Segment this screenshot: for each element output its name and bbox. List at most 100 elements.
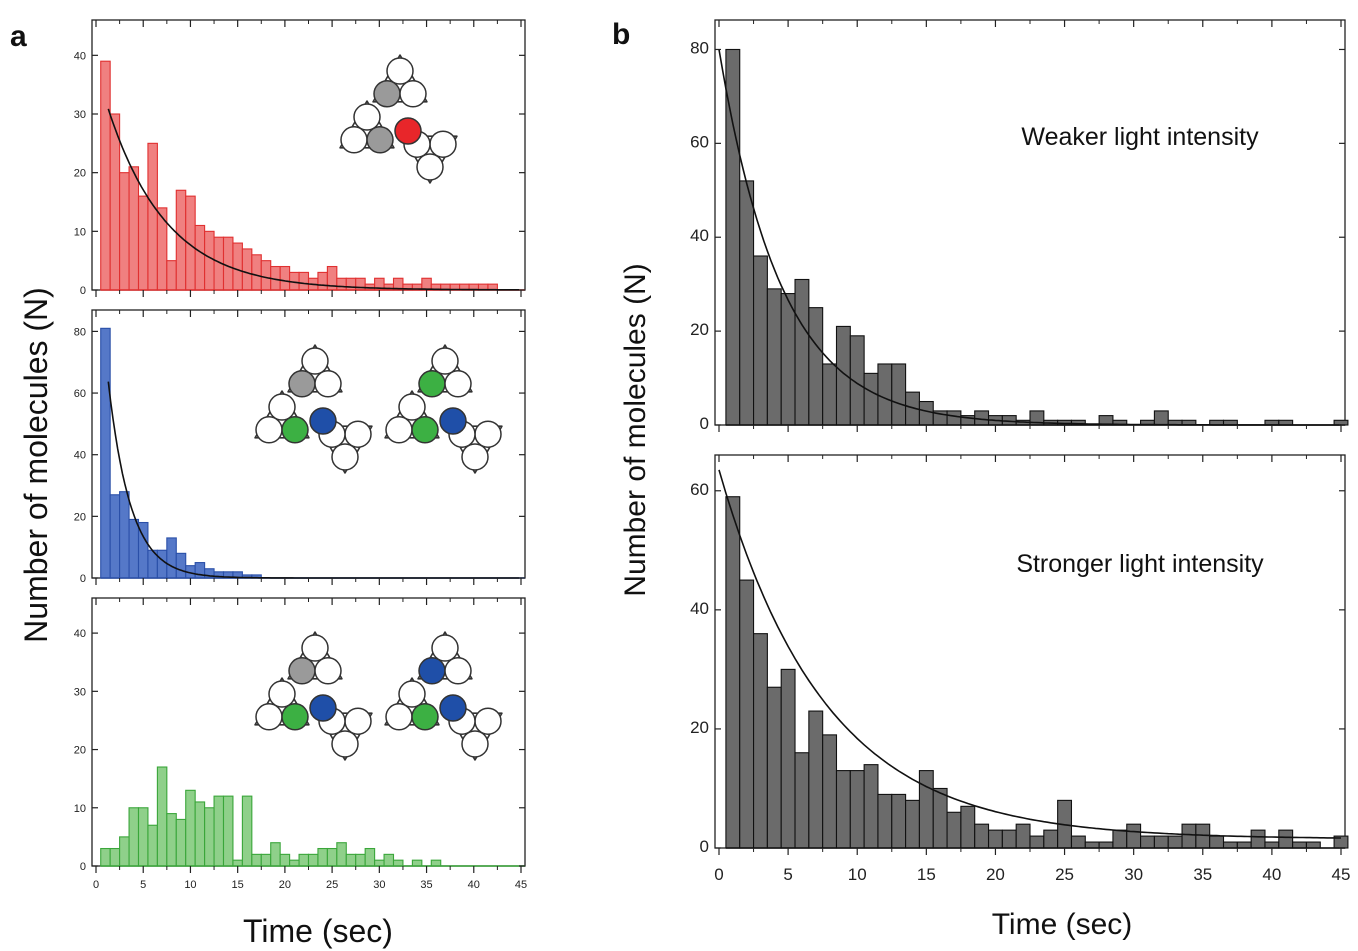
subunit-circle-icon (398, 393, 426, 421)
trimer-icon-group-red (339, 54, 458, 184)
y-tick-label: 20 (74, 168, 86, 180)
chart-a-red: 0 10 20 30 40 (74, 19, 526, 297)
histogram-bar (877, 793, 893, 849)
histogram-bar (891, 793, 907, 849)
subunit-circle-icon (281, 703, 309, 731)
histogram-bar (1015, 823, 1031, 849)
histogram-bar (1140, 835, 1155, 849)
exponential-fit-curve (107, 108, 520, 291)
histogram-bar (794, 278, 810, 426)
histogram-bar (109, 847, 121, 867)
subunit-circle-icon (418, 370, 446, 398)
histogram-bar (204, 807, 215, 867)
subunit-circle-icon (344, 707, 372, 735)
subunit-circle-icon (385, 416, 413, 444)
histogram-bar (241, 248, 253, 291)
histogram-bar (364, 847, 376, 867)
histogram-bar (1029, 835, 1045, 849)
x-tick-label: 15 (232, 879, 244, 891)
subunit-circle-icon (255, 416, 283, 444)
histogram-bar (1153, 410, 1169, 426)
histogram-bar (166, 260, 177, 291)
triangle-trimer-icon (254, 677, 310, 731)
histogram-bar (166, 537, 177, 579)
histogram-bar (128, 166, 140, 291)
histogram-bar (345, 277, 357, 291)
histogram-bar (849, 770, 865, 849)
histogram-bar (119, 172, 130, 291)
panel-annotation: Stronger light intensity (1016, 550, 1264, 578)
x-tick-label: 20 (279, 879, 291, 891)
y-tick-label: 40 (74, 50, 86, 62)
subunit-circle-icon (288, 657, 316, 685)
triangle-trimer-icon (287, 344, 343, 398)
subunit-circle-icon (444, 370, 472, 398)
histogram-bar (336, 842, 347, 867)
histogram-bar (1001, 829, 1017, 849)
subunit-circle-icon (268, 393, 296, 421)
y-tick-label: 80 (690, 38, 709, 57)
triangle-trimer-icon (317, 707, 373, 761)
histogram-bar (932, 787, 948, 849)
histogram-bar (1153, 835, 1169, 849)
histogram-bar (147, 142, 158, 291)
histogram-bar (222, 236, 234, 291)
y-tick-label: 40 (74, 628, 86, 640)
histogram-bar (822, 363, 838, 426)
histogram-bar (185, 789, 196, 867)
histogram-bar (100, 847, 111, 867)
histogram-bar (974, 823, 990, 849)
y-tick-label: 20 (74, 511, 86, 523)
histogram-bar (1070, 835, 1086, 849)
y-tick-label: 40 (690, 226, 709, 245)
histogram-bar (808, 710, 824, 849)
histogram-bar (822, 734, 838, 849)
histogram-bar (222, 795, 234, 867)
histogram-bar (345, 853, 357, 867)
histogram-bar (119, 491, 130, 579)
x-tick-label: 30 (373, 879, 385, 891)
histogram-bar (1181, 823, 1197, 849)
panel-annotation: Weaker light intensity (1021, 123, 1259, 151)
x-tick-label: 5 (140, 879, 146, 891)
histogram-bar (987, 829, 1003, 849)
subunit-circle-icon (398, 680, 426, 708)
subunit-circle-icon (314, 370, 342, 398)
panel-b-x-axis-label: Time (sec) (992, 908, 1133, 941)
histogram-bar (1236, 841, 1252, 849)
subunit-circle-icon (373, 80, 401, 108)
histogram-bar (1112, 829, 1128, 849)
histogram-bar (166, 813, 177, 867)
x-tick-label: 45 (1332, 865, 1351, 884)
chart-b-strong: 0 20 40 60 0 5 10 15 20 25 30 35 40 45 Stronger light … (690, 454, 1351, 884)
y-tick-label: 30 (74, 686, 86, 698)
histogram-bar (175, 818, 187, 867)
histogram-bar (100, 60, 111, 291)
histogram-bar (279, 265, 291, 291)
y-tick-label: 60 (74, 388, 86, 400)
chart-a-green: 0 10 20 30 40 0 5 10 15 20 25 30 35 40 45 (74, 597, 527, 891)
triangle-trimer-icon (417, 631, 473, 685)
subunit-circle-icon (461, 443, 489, 471)
y-tick-label: 30 (74, 109, 86, 121)
histogram-bar (725, 496, 741, 849)
triangle-trimer-icon (254, 390, 310, 444)
subunit-circle-icon (340, 126, 368, 154)
y-tick-label: 10 (74, 226, 86, 238)
y-tick-label: 0 (80, 285, 86, 297)
histogram-bar (317, 271, 328, 291)
subunit-circle-icon (331, 443, 359, 471)
histogram-bar (298, 271, 310, 291)
y-tick-label: 20 (74, 745, 86, 757)
histogram-bar (863, 764, 879, 849)
subunit-circle-icon (431, 634, 459, 662)
histogram-bar (307, 853, 319, 867)
histogram-bar (156, 766, 168, 867)
histogram-bar (946, 410, 962, 426)
subunit-circle-icon (353, 103, 381, 131)
histogram-bar (1222, 841, 1238, 849)
y-tick-label: 0 (80, 573, 86, 585)
histogram-bar (204, 230, 215, 291)
histogram-bar (974, 410, 990, 426)
